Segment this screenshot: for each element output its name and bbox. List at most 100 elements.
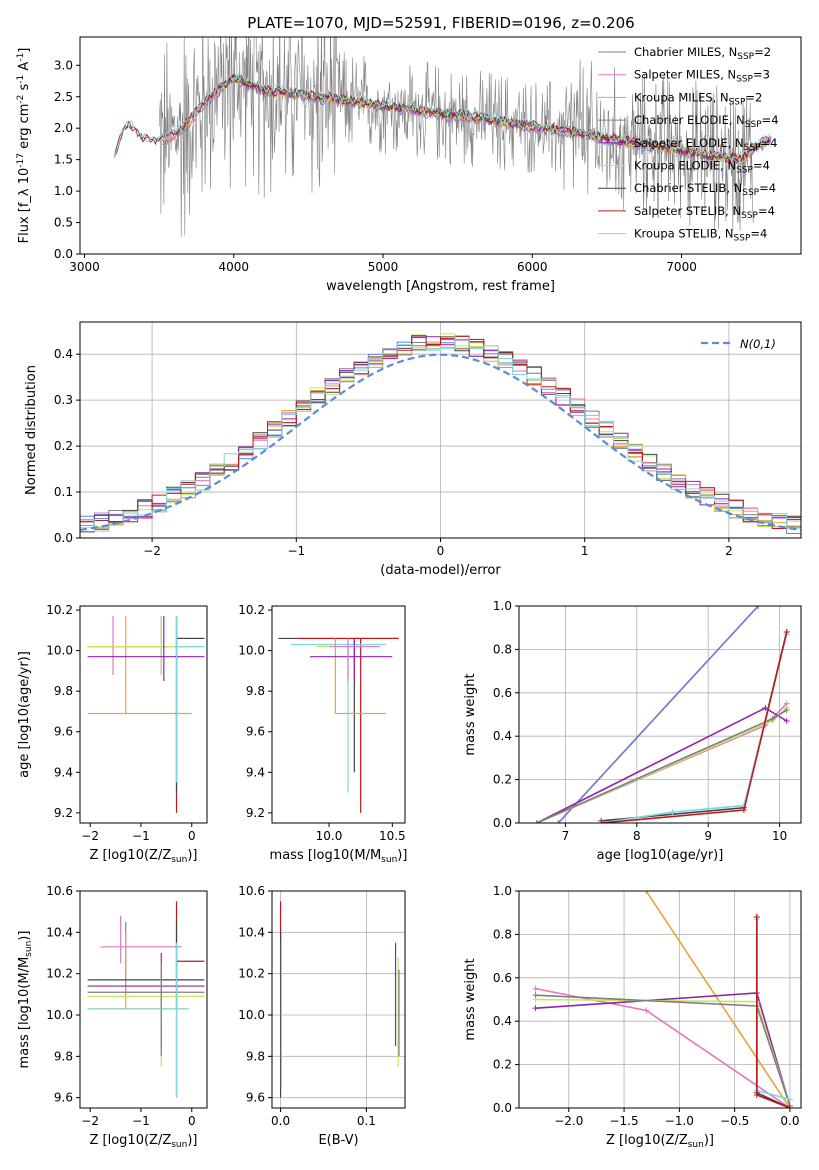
y-tick-label: 0.6 <box>493 686 512 700</box>
weight-marker <box>532 1005 539 1012</box>
weight-marker <box>769 715 776 722</box>
x-tick-label: 2 <box>725 544 733 558</box>
y-tick-label: 9.6 <box>54 1091 73 1105</box>
weight-line-kroupa-elodie <box>535 998 791 1107</box>
x-tick-label: 4000 <box>218 260 249 274</box>
y-tick-label: 1.0 <box>54 184 73 198</box>
weight-line-chabrier-miles <box>557 606 759 823</box>
y-tick-label: 9.2 <box>246 806 265 820</box>
y-tick-label: 9.6 <box>54 725 73 739</box>
x-tick-label: 0 <box>437 544 445 558</box>
y-tick-label: 0.5 <box>54 216 73 230</box>
x-tick-label: −2 <box>81 1114 99 1128</box>
y-tick-label: 0.0 <box>493 816 512 830</box>
weight-marker <box>669 809 676 816</box>
x-tick-label: −2 <box>143 544 161 558</box>
weight-line-kroupa-miles <box>645 891 791 1108</box>
y-tick-label: 10.4 <box>46 925 73 939</box>
y-axis-label: Normed distribution <box>24 365 39 495</box>
age-vs-metallicity-panel: −2 −1 0 9.2 9.4 9.6 9.8 10.0 10.2 Z [log10(Z/Zsun… <box>17 603 208 865</box>
mass-vs-ebv-panel: 0.0 0.1 9.6 9.8 10.0 10.2 10.4 10.6 E(B-V) <box>238 884 406 1148</box>
legend-label: Salpeter ELODIE, NSSP​=4 <box>634 136 777 153</box>
plot-area <box>87 616 205 813</box>
y-tick-label: 10.0 <box>238 1008 265 1022</box>
y-tick-label: 0.8 <box>493 927 512 941</box>
x-tick-label: −2 <box>81 829 99 843</box>
y-axis-label: mass weight <box>463 673 478 755</box>
y-tick-label: 0.4 <box>493 1014 512 1028</box>
x-tick-label: 7 <box>562 829 570 843</box>
y-tick-label: 10.0 <box>46 1008 73 1022</box>
y-tick-label: 2.5 <box>54 90 73 104</box>
y-tick-label: 9.4 <box>54 765 73 779</box>
y-axis-label: age [log10(age/yr)] <box>17 651 32 778</box>
x-tick-label: 10.0 <box>316 829 343 843</box>
y-tick-label: 0.2 <box>493 1058 512 1072</box>
x-tick-label: −1 <box>132 829 150 843</box>
x-axis-label: age [log10(age/yr)] <box>597 848 724 863</box>
age-vs-mass-panel: 10.0 10.5 9.2 9.4 9.6 9.8 10.0 10.2 mass [log10(… <box>238 603 407 865</box>
axes-frame <box>518 890 802 1109</box>
y-tick-label: 0.4 <box>493 729 512 743</box>
legend-label: Kroupa ELODIE, NSSP​=4 <box>634 159 770 176</box>
y-tick-label: 10.6 <box>238 884 265 898</box>
axes-frame <box>271 605 406 824</box>
x-tick-label: −0.5 <box>720 1114 749 1128</box>
y-tick-label: 10.2 <box>46 967 73 981</box>
y-tick-label: 9.8 <box>54 1049 73 1063</box>
x-tick-label: 0.0 <box>271 1114 290 1128</box>
y-tick-label: 1.5 <box>54 153 73 167</box>
residual-histogram-panel: −2 −1 0 1 2 0.0 0.1 0.2 0.3 0.4 (data-model)/error… <box>24 321 802 578</box>
y-tick-label: 10.2 <box>238 603 265 617</box>
y-tick-label: 0.2 <box>493 773 512 787</box>
y-tick-label: 10.6 <box>46 884 73 898</box>
x-tick-label: 1 <box>581 544 589 558</box>
y-axis-label: mass [log10(M/Msun​)] <box>17 931 34 1069</box>
x-axis-label: wavelength [Angstrom, rest frame] <box>326 279 555 294</box>
y-tick-label: 9.2 <box>54 806 73 820</box>
x-tick-label: 7000 <box>666 260 697 274</box>
legend-label: Salpeter STELIB, NSSP​=4 <box>634 204 775 221</box>
x-tick-label: 0 <box>188 829 196 843</box>
y-tick-label: 9.6 <box>246 725 265 739</box>
plot-area <box>279 901 400 1098</box>
weight-marker <box>786 1105 793 1108</box>
x-tick-label: 10.5 <box>379 829 406 843</box>
y-tick-label: 10.0 <box>238 644 265 658</box>
x-tick-label: −2.0 <box>554 1114 583 1128</box>
weight-vs-age-panel: 7 8 9 10 0.0 0.2 0.4 0.6 0.8 1.0 age [log10(age/yr… <box>463 599 802 863</box>
figure-title: PLATE=1070, MJD=52591, FIBERID=0196, z=0… <box>247 14 634 32</box>
weight-line-chabrier-elodie <box>536 709 788 823</box>
y-tick-label: 2.0 <box>54 121 73 135</box>
x-tick-label: 5000 <box>368 260 399 274</box>
y-tick-label: 10.0 <box>46 644 73 658</box>
axes-frame <box>271 890 406 1109</box>
x-tick-label: −1 <box>132 1114 150 1128</box>
y-axis-label: Flux [f_λ 10-17​ erg cm-2​ s-1​ A-1​] <box>16 48 32 244</box>
model-spectrum-salpeter-stelib <box>113 74 771 164</box>
weight-marker <box>786 1096 793 1103</box>
y-tick-label: 1.0 <box>493 884 512 898</box>
legend-label: Kroupa MILES, NSSP​=2 <box>634 90 762 107</box>
x-tick-label: −1.5 <box>609 1114 638 1128</box>
plot-area <box>87 901 205 1098</box>
legend-label: Chabrier MILES, NSSP​=2 <box>634 45 771 62</box>
y-tick-label: 1.0 <box>493 599 512 613</box>
weight-marker <box>555 820 562 823</box>
weight-marker <box>598 820 605 823</box>
spectrum-panel: 3000 4000 5000 6000 7000 0.0 0.5 1.0 1.5 2.0 2.5 3.… <box>16 36 802 294</box>
x-tick-label: −1 <box>287 544 305 558</box>
y-tick-label: 9.6 <box>246 1091 265 1105</box>
x-axis-label: mass [log10(M/Msun​)] <box>270 848 408 865</box>
weight-marker <box>740 806 747 813</box>
x-tick-label: 0.0 <box>780 1114 799 1128</box>
x-tick-label: 9 <box>704 829 712 843</box>
y-tick-label: 0.0 <box>54 531 73 545</box>
x-tick-label: 6000 <box>517 260 548 274</box>
legend-label: Chabrier STELIB, NSSP​=4 <box>634 181 776 198</box>
weight-marker <box>783 718 790 725</box>
weight-marker <box>532 985 539 992</box>
weight-marker <box>783 707 790 714</box>
x-tick-label: 3000 <box>69 260 100 274</box>
